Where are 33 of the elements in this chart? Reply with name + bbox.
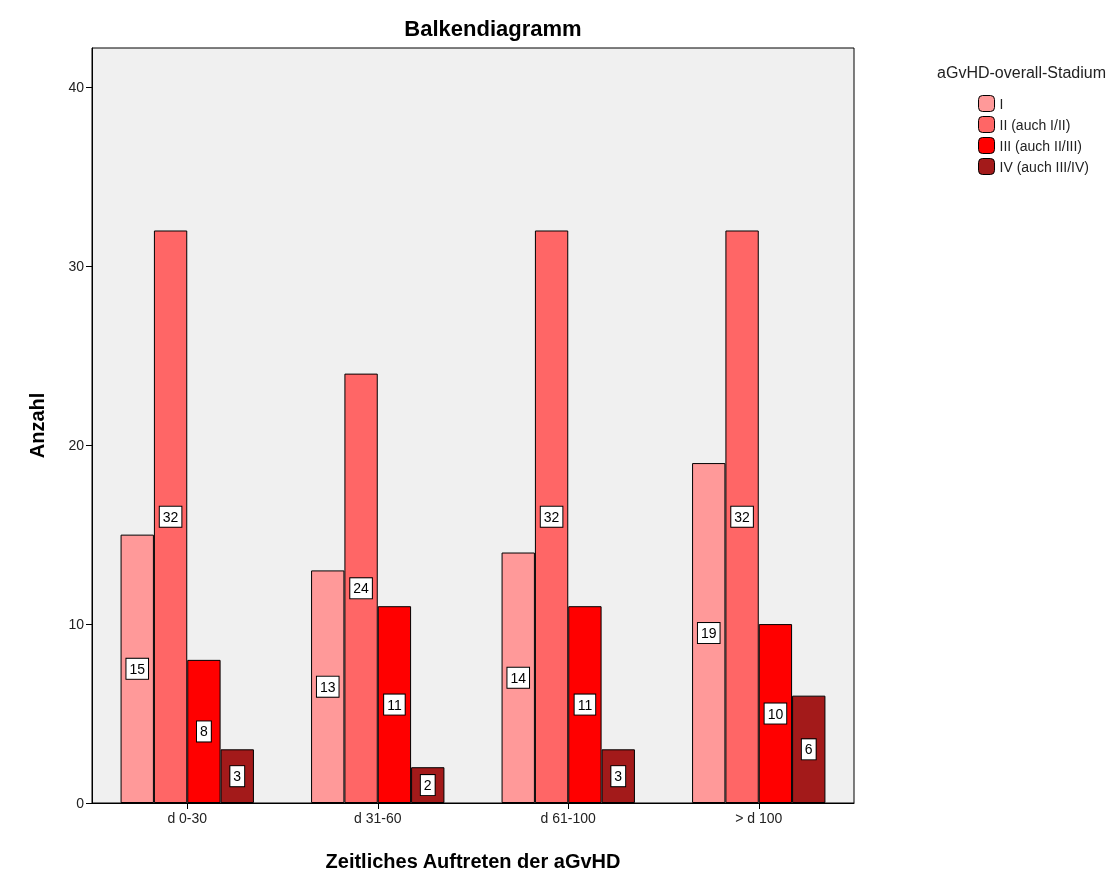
data-label: 3 xyxy=(614,768,623,785)
x-tick-label: > d 100 xyxy=(735,810,783,826)
data-label: 32 xyxy=(543,508,560,525)
x-tick-label: d 31-60 xyxy=(354,810,402,826)
data-label: 3 xyxy=(233,768,242,785)
data-label: 10 xyxy=(767,705,784,722)
data-label: 13 xyxy=(319,678,336,695)
y-tick-label: 20 xyxy=(68,437,85,454)
y-tick-label: 10 xyxy=(68,616,85,633)
x-axis-title: Zeitliches Auftreten der aGvHD xyxy=(325,850,621,872)
y-tick-label: 30 xyxy=(68,258,85,275)
x-tick-label: d 61-100 xyxy=(540,810,597,826)
y-tick-label: 0 xyxy=(76,795,85,811)
legend-label: II (auch I/II) xyxy=(999,116,1071,133)
data-label: 8 xyxy=(200,723,209,740)
legend-label: I xyxy=(999,95,1004,112)
chart-title: Balkendiagramm xyxy=(404,15,582,41)
data-label: 11 xyxy=(387,696,402,713)
data-label: 24 xyxy=(353,580,370,597)
y-axis-title: Anzahl xyxy=(26,392,48,459)
x-tick-label: d 0-30 xyxy=(167,810,208,826)
legend-label: IV (auch III/IV) xyxy=(999,158,1090,175)
data-label: 14 xyxy=(510,669,527,686)
data-label: 32 xyxy=(734,508,751,525)
data-label: 15 xyxy=(129,660,146,677)
legend-title: aGvHD-overall-Stadium xyxy=(937,63,1106,81)
data-label: 19 xyxy=(700,625,717,642)
y-tick-label: 40 xyxy=(68,79,85,96)
legend-label: III (auch II/III) xyxy=(999,137,1082,154)
data-label: 6 xyxy=(804,741,813,758)
data-label: 32 xyxy=(162,508,179,525)
data-label: 11 xyxy=(577,696,593,713)
data-label: 2 xyxy=(423,777,432,794)
